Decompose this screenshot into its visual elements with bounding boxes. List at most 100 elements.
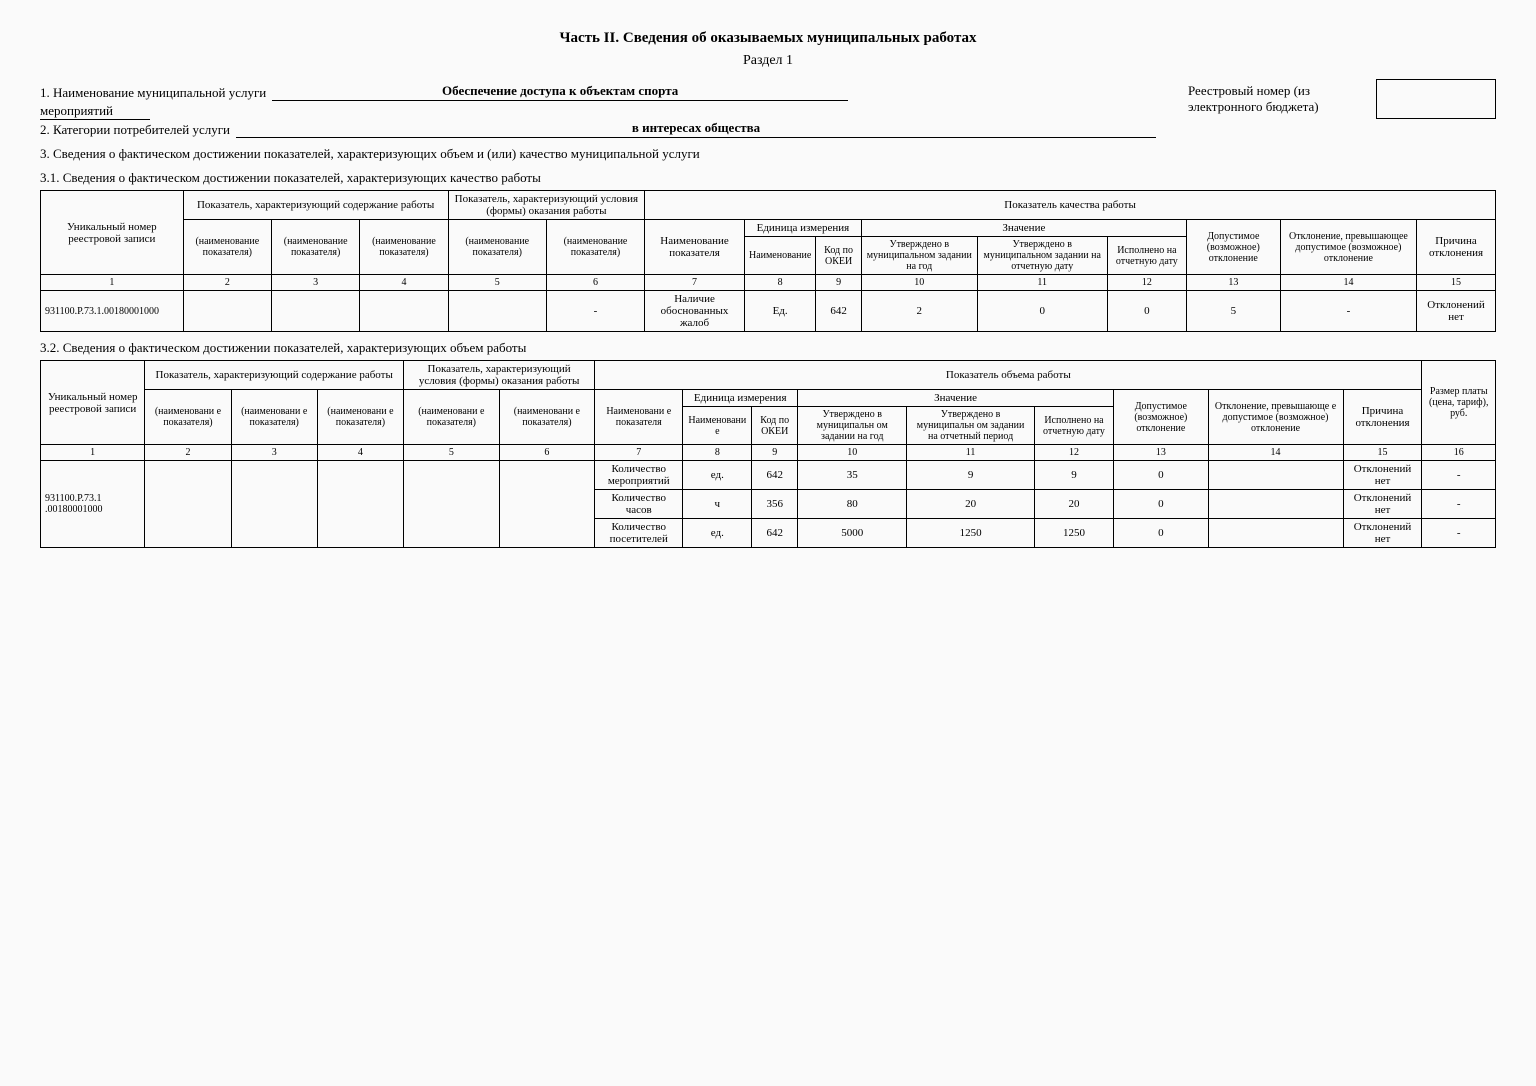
t2-c4: (наименовани е показателя) (317, 390, 403, 445)
t2-n15: 15 (1343, 445, 1422, 461)
t1-n15: 15 (1417, 275, 1496, 291)
t1-h-val3: Исполнено на отчетную дату (1107, 237, 1186, 275)
t1-c2: (наименование показателя) (183, 220, 271, 275)
t1-r1-v1: 2 (861, 291, 977, 332)
t1-r1-tol: 5 (1186, 291, 1280, 332)
t2-n8: 8 (683, 445, 752, 461)
t1-h-uid: Уникальный номер реестровой записи (41, 191, 184, 275)
t2-r2-v3: 20 (1034, 490, 1113, 519)
t2-h-tol: Допустимое (возможное) отклонение (1114, 390, 1208, 445)
t2-r2-v2: 20 (907, 490, 1034, 519)
t2-r3-unit: ед. (683, 519, 752, 548)
t2-r1-tol: 0 (1114, 461, 1208, 490)
t2-r2-unit: ч (683, 490, 752, 519)
t1-h-reason: Причина отклонения (1417, 220, 1496, 275)
t2-h-val1: Утверждено в муниципальн ом задании на г… (798, 407, 907, 445)
t1-r1-c6: - (546, 291, 644, 332)
t1-h-indname: Наименование показателя (645, 220, 745, 275)
t1-c3: (наименование показателя) (271, 220, 359, 275)
t2-r3-tol: 0 (1114, 519, 1208, 548)
t1-n13: 13 (1186, 275, 1280, 291)
t1-r1-reason: Отклонений нет (1417, 291, 1496, 332)
t2-r1-v2: 9 (907, 461, 1034, 490)
t2-r2-reason: Отклонений нет (1343, 490, 1422, 519)
t1-n9: 9 (816, 275, 862, 291)
t2-h-val: Значение (798, 390, 1114, 407)
t2-h-uid: Уникальный номер реестровой записи (41, 361, 145, 445)
t2-r3-code: 642 (752, 519, 798, 548)
t1-c6: (наименование показателя) (546, 220, 644, 275)
t2-h-unit: Единица измерения (683, 390, 798, 407)
line1-value: Обеспечение доступа к объектам спорта (272, 83, 848, 101)
t1-h-unit-name: Наименование (744, 237, 815, 275)
t1-h-val: Значение (861, 220, 1186, 237)
t1-n2: 2 (183, 275, 271, 291)
registry-box: Реестровый номер (из электронного бюджет… (1188, 79, 1496, 119)
t2-r1-price: - (1422, 461, 1496, 490)
line1-label: 1. Наименование муниципальной услуги (40, 85, 272, 101)
t1-n8: 8 (744, 275, 815, 291)
t1-row1: 931100.Р.73.1.00180001000 - Наличие обос… (41, 291, 1496, 332)
t2-r2-v1: 80 (798, 490, 907, 519)
t2-c2: (наименовани е показателя) (145, 390, 231, 445)
t2-h-unit-name: Наименовани е (683, 407, 752, 445)
volume-table: Уникальный номер реестровой записи Показ… (40, 360, 1496, 548)
t2-r2-tol: 0 (1114, 490, 1208, 519)
t2-h-dev: Отклонение, превышающе е допустимое (воз… (1208, 390, 1343, 445)
t2-n6: 6 (499, 445, 595, 461)
t2-r2-price: - (1422, 490, 1496, 519)
t1-r1-name: Наличие обоснованных жалоб (645, 291, 745, 332)
t1-r1-uid: 931100.Р.73.1.00180001000 (41, 291, 184, 332)
t1-n10: 10 (861, 275, 977, 291)
line3: 3. Сведения о фактическом достижении пок… (40, 146, 1496, 162)
t2-r3-v3: 1250 (1034, 519, 1113, 548)
t1-c4: (наименование показателя) (360, 220, 448, 275)
t1-h-unit: Единица измерения (744, 220, 861, 237)
line2-value: в интересах общества (236, 120, 1156, 138)
t2-c6: (наименовани е показателя) (499, 390, 595, 445)
t1-n14: 14 (1280, 275, 1416, 291)
t2-h-reason: Причина отклонения (1343, 390, 1422, 445)
t1-n11: 11 (977, 275, 1107, 291)
t1-h-val1: Утверждено в муниципальном задании на го… (861, 237, 977, 275)
section-number: Раздел 1 (40, 53, 1496, 69)
t2-h-indname: Наименовани е показателя (595, 390, 683, 445)
registry-label: Реестровый номер (из электронного бюджет… (1188, 83, 1368, 115)
t1-n1: 1 (41, 275, 184, 291)
t2-r3-v2: 1250 (907, 519, 1034, 548)
quality-table: Уникальный номер реестровой записи Показ… (40, 190, 1496, 332)
t2-r3-price: - (1422, 519, 1496, 548)
t2-r1-v1: 35 (798, 461, 907, 490)
t2-num-row: 1 2 3 4 5 6 7 8 9 10 11 12 13 14 15 16 (41, 445, 1496, 461)
line32: 3.2. Сведения о фактическом достижении п… (40, 340, 1496, 356)
t2-n4: 4 (317, 445, 403, 461)
t1-n12: 12 (1107, 275, 1186, 291)
t2-n11: 11 (907, 445, 1034, 461)
t1-h-unit-code: Код по ОКЕИ (816, 237, 862, 275)
t1-r1-dev: - (1280, 291, 1416, 332)
t1-h-dev: Отклонение, превышающее допустимое (возм… (1280, 220, 1416, 275)
t1-r1-code: 642 (816, 291, 862, 332)
t2-r1-code: 642 (752, 461, 798, 490)
page-title: Часть II. Сведения об оказываемых муници… (40, 30, 1496, 47)
t1-h-val2: Утверждено в муниципальном задании на от… (977, 237, 1107, 275)
t2-r3-reason: Отклонений нет (1343, 519, 1422, 548)
consumer-row: 2. Категории потребителей услуги в интер… (40, 120, 1496, 138)
t2-r1-reason: Отклонений нет (1343, 461, 1422, 490)
t2-r3-dev (1208, 519, 1343, 548)
t2-h-val3: Исполнено на отчетную дату (1034, 407, 1113, 445)
t1-h-qual: Показатель качества работы (645, 191, 1496, 220)
t2-n2: 2 (145, 445, 231, 461)
t2-h-val2: Утверждено в муниципальн ом задании на о… (907, 407, 1034, 445)
t2-h-cond: Показатель, характеризующий условия (фор… (404, 361, 595, 390)
t2-r1-unit: ед. (683, 461, 752, 490)
t2-n10: 10 (798, 445, 907, 461)
t2-r2-dev (1208, 490, 1343, 519)
t2-n16: 16 (1422, 445, 1496, 461)
t2-n5: 5 (404, 445, 500, 461)
t1-r1-unit: Ед. (744, 291, 815, 332)
t2-h-vol: Показатель объема работы (595, 361, 1422, 390)
t1-n6: 6 (546, 275, 644, 291)
t2-n12: 12 (1034, 445, 1113, 461)
t1-h-content: Показатель, характеризующий содержание р… (183, 191, 448, 220)
